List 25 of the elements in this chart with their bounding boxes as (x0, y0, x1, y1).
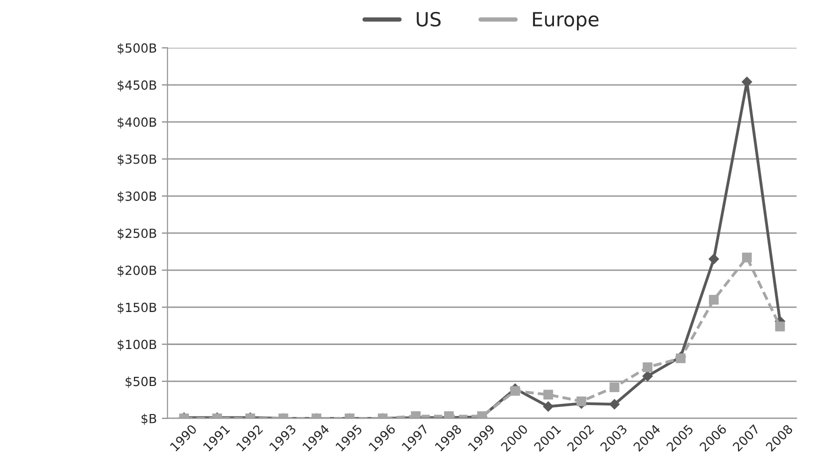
y-tick-label: $250B (118, 228, 156, 240)
point (543, 390, 554, 400)
y-tick-label: $350B (118, 154, 156, 166)
y-tick-label: $500B (118, 43, 156, 54)
point (642, 362, 652, 372)
y-tick-label: $450B (118, 80, 156, 92)
y-tick-label: $150B (118, 302, 156, 314)
point (708, 254, 719, 264)
point (576, 396, 586, 406)
point (642, 370, 653, 382)
legend-label: Europe (533, 12, 598, 30)
point (708, 294, 719, 305)
point (742, 252, 752, 262)
point (610, 382, 620, 392)
y-tick-label: $50B (126, 376, 156, 388)
y-tick-label: $400B (118, 117, 156, 129)
legend-label: US (416, 12, 441, 27)
point (609, 399, 620, 410)
point (543, 401, 554, 412)
y-tick-label: $B (142, 414, 156, 425)
y-tick-label: $300B (118, 191, 156, 203)
y-tick-label: $100B (118, 339, 156, 351)
point (775, 322, 785, 332)
point (510, 386, 520, 396)
y-tick-label: $200B (118, 265, 156, 277)
